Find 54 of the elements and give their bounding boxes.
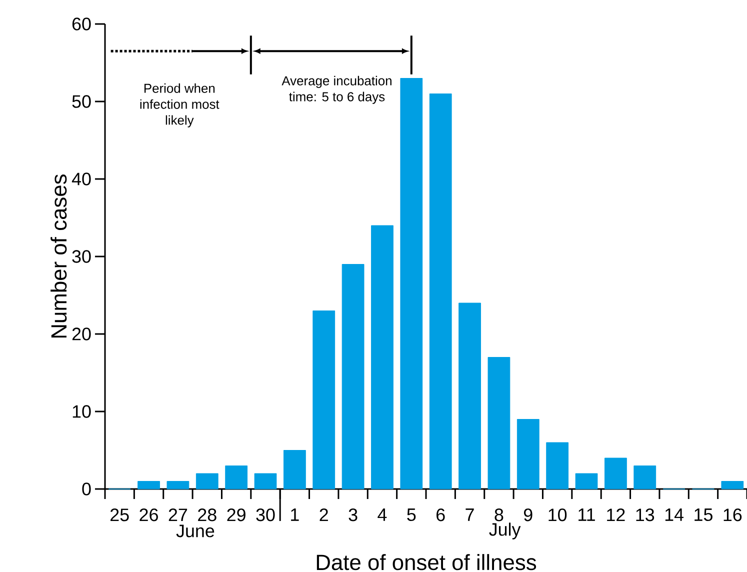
y-axis-title: Number of cases [50, 174, 67, 338]
bar [400, 78, 423, 490]
x-tick-label: 10 [548, 508, 567, 522]
x-axis-title: Date of onset of illness [316, 554, 536, 570]
x-tick-label: 29 [227, 508, 246, 522]
bar [283, 450, 306, 490]
x-tick-label: 9 [524, 508, 532, 522]
bar [138, 481, 160, 490]
bar [604, 458, 627, 490]
bar [721, 481, 744, 490]
x-tick-label: 13 [636, 508, 654, 522]
x-tick-label: 6 [436, 508, 445, 522]
bar [516, 419, 540, 490]
bar [429, 94, 452, 490]
x-tick-label: 25 [110, 508, 129, 522]
bar [634, 466, 656, 490]
bar [196, 473, 218, 490]
y-tick-label: 0 [82, 482, 91, 496]
x-tick-label: 14 [665, 508, 684, 521]
x-tick-label: 27 [168, 508, 188, 522]
bar [546, 442, 569, 490]
bar [575, 473, 598, 490]
x-tick-label: 26 [140, 508, 158, 522]
x-tick-label: 8 [494, 508, 504, 522]
x-tick-label: 28 [198, 508, 216, 522]
x-tick-label: 3 [348, 508, 358, 522]
y-tick-label: 40 [72, 172, 91, 186]
bar [254, 473, 277, 490]
text: July [489, 522, 521, 540]
bar [342, 264, 364, 490]
text: June [176, 524, 214, 538]
x-tick-label: 15 [694, 508, 712, 522]
y-tick-label: 60 [72, 18, 91, 30]
bar [312, 310, 336, 490]
annotation: Average incubation time: 5 to 6 days [282, 76, 392, 104]
y-tick-label: 50 [72, 95, 91, 108]
x-tick-label: 7 [466, 508, 474, 521]
x-tick-label: 30 [256, 508, 275, 522]
y-tick-label: 30 [72, 250, 91, 263]
x-tick-label: 2 [320, 508, 328, 522]
bar [225, 466, 248, 490]
bar [166, 481, 190, 490]
y-tick-label: 10 [72, 405, 91, 418]
x-tick-label: 16 [724, 508, 742, 522]
x-tick-label: 5 [407, 508, 416, 522]
annotation: Period when infection most likely [140, 83, 220, 128]
x-tick-label: 12 [607, 508, 625, 522]
bar [458, 302, 481, 490]
x-tick-label: 1 [291, 508, 299, 521]
bar [371, 225, 394, 490]
x-tick-label: 4 [378, 508, 387, 521]
x-tick-label: 11 [578, 508, 595, 521]
y-tick-label: 20 [72, 328, 91, 340]
bar [488, 357, 510, 490]
